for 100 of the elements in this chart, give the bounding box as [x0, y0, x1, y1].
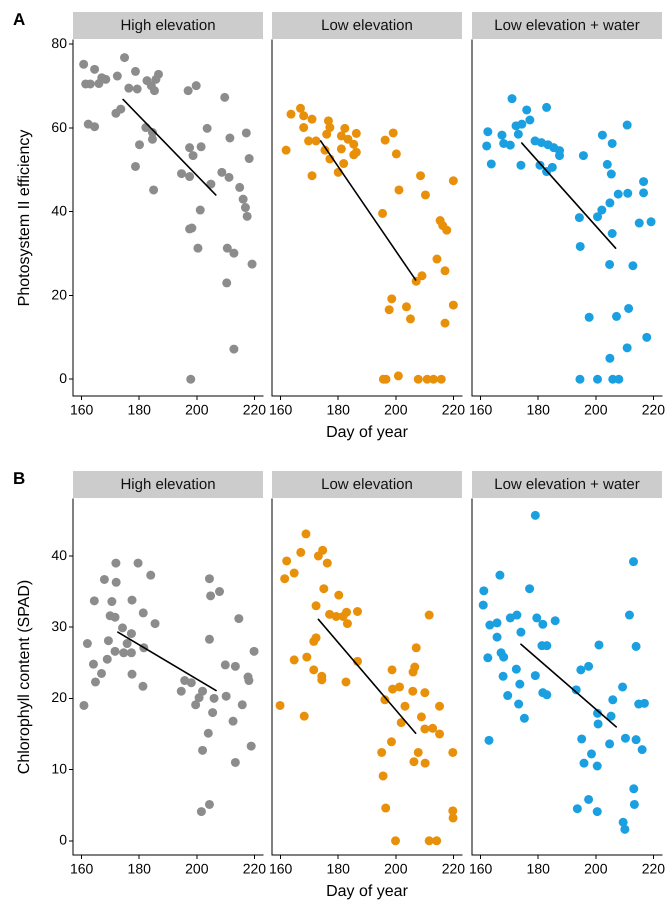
point [286, 110, 296, 119]
point [130, 66, 140, 76]
x-tick-label: 200 [584, 860, 608, 876]
point [525, 115, 534, 124]
point [135, 140, 144, 150]
point [512, 610, 522, 620]
point [228, 716, 238, 726]
point [530, 671, 540, 680]
point [497, 130, 506, 140]
point [576, 242, 585, 251]
point [394, 371, 403, 380]
point [282, 556, 292, 566]
point [429, 374, 438, 384]
point [250, 646, 259, 656]
point [503, 691, 512, 700]
point [640, 698, 649, 708]
point [312, 136, 321, 146]
point [440, 318, 450, 328]
point [420, 190, 430, 200]
point [486, 159, 496, 168]
point [192, 81, 201, 90]
point [185, 172, 194, 182]
point [220, 660, 230, 670]
point [602, 160, 612, 169]
point [341, 677, 350, 686]
point [220, 92, 230, 102]
point [222, 692, 231, 701]
point [224, 172, 234, 182]
point [110, 646, 120, 656]
x-tick-label: 200 [185, 860, 209, 876]
point [204, 574, 214, 584]
point [499, 652, 508, 662]
point [448, 813, 458, 822]
point [420, 758, 430, 768]
x-tick-label: 200 [584, 401, 608, 418]
point [380, 136, 390, 145]
point [485, 620, 494, 630]
point [629, 784, 638, 794]
point [104, 636, 113, 646]
x-tick-label: 160 [70, 401, 94, 418]
point [638, 745, 647, 754]
point [542, 690, 552, 700]
point [412, 643, 421, 652]
x-tick-label: 160 [268, 401, 293, 418]
point [176, 686, 186, 696]
point [605, 739, 614, 748]
x-tick-label: 220 [442, 401, 466, 418]
point [240, 203, 250, 212]
point [448, 748, 458, 757]
x-tick-label: 200 [185, 401, 209, 418]
point [420, 688, 430, 698]
point [514, 700, 524, 709]
point [592, 762, 602, 770]
point [542, 102, 552, 112]
point [400, 702, 410, 711]
point [318, 546, 328, 555]
point [548, 162, 557, 172]
point [520, 714, 529, 723]
point [300, 712, 309, 721]
point [290, 655, 299, 664]
point [620, 824, 630, 834]
chart-title: High elevation [73, 471, 263, 498]
y-axis-title: Photosystem II efficiency [16, 130, 34, 306]
point [299, 123, 308, 132]
point [230, 758, 240, 767]
point [112, 72, 122, 81]
point [196, 807, 206, 816]
point [308, 171, 317, 180]
point [185, 143, 194, 152]
point [484, 736, 494, 745]
point [309, 665, 318, 674]
x-tick-label: 160 [268, 860, 293, 876]
point [448, 176, 458, 186]
x-tick-label: 160 [70, 860, 94, 876]
point [206, 591, 216, 600]
point [242, 128, 251, 138]
point [492, 632, 502, 642]
point [124, 84, 134, 93]
x-tick-label: 220 [442, 860, 466, 876]
point [184, 86, 193, 96]
point [578, 151, 588, 160]
point [312, 601, 321, 610]
point [594, 719, 603, 728]
point [150, 619, 160, 628]
point [498, 672, 508, 681]
point [516, 628, 526, 637]
chart-title: Low elevation [272, 12, 462, 39]
x-tick-label: 200 [384, 860, 408, 876]
point [194, 693, 204, 702]
x-tick-label: 220 [242, 401, 266, 418]
point [618, 682, 628, 692]
point [605, 260, 614, 269]
point [312, 633, 321, 642]
point [608, 138, 617, 148]
point [482, 141, 492, 150]
point [517, 120, 526, 129]
point [395, 682, 404, 692]
point [302, 652, 312, 662]
x-tick-label: 220 [242, 860, 266, 876]
point [414, 374, 423, 384]
